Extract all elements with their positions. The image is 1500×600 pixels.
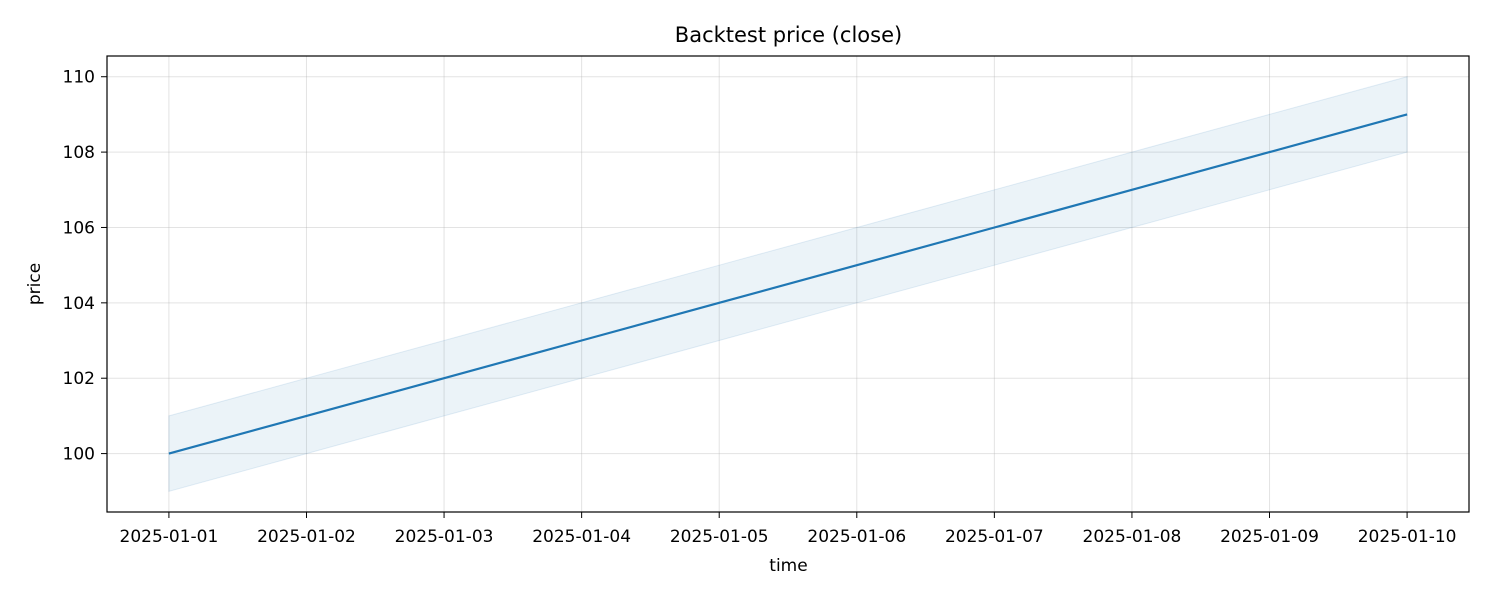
grid	[107, 56, 1469, 512]
x-tick-label: 2025-01-01	[120, 527, 219, 547]
x-tick-label: 2025-01-08	[1083, 527, 1182, 547]
y-axis-label: price	[25, 263, 45, 305]
chart-title: Backtest price (close)	[675, 23, 902, 47]
x-axis-label: time	[769, 556, 807, 576]
series-layer	[168, 113, 1408, 455]
x-axis-ticks: 2025-01-01 2025-01-02 2025-01-03 2025-01-04…	[120, 512, 1457, 547]
x-tick-label: 2025-01-10	[1358, 527, 1457, 547]
x-tick-label: 2025-01-09	[1220, 527, 1319, 547]
y-tick-label: 108	[63, 143, 95, 163]
y-tick-label: 102	[63, 369, 95, 389]
plot-area-frame	[106, 55, 1470, 513]
x-tick-label: 2025-01-03	[395, 527, 494, 547]
x-tick-label: 2025-01-05	[670, 527, 769, 547]
y-tick-label: 100	[63, 445, 95, 465]
y-tick-label: 110	[63, 68, 95, 88]
y-tick-label: 106	[63, 218, 95, 238]
y-axis-ticks: 100 102 104 106 108 110	[63, 68, 107, 465]
price-line	[168, 113, 1408, 455]
x-tick-label: 2025-01-07	[945, 527, 1044, 547]
x-tick-label: 2025-01-04	[532, 527, 631, 547]
x-tick-label: 2025-01-02	[257, 527, 356, 547]
x-tick-label: 2025-01-06	[807, 527, 906, 547]
y-tick-label: 104	[63, 294, 95, 314]
